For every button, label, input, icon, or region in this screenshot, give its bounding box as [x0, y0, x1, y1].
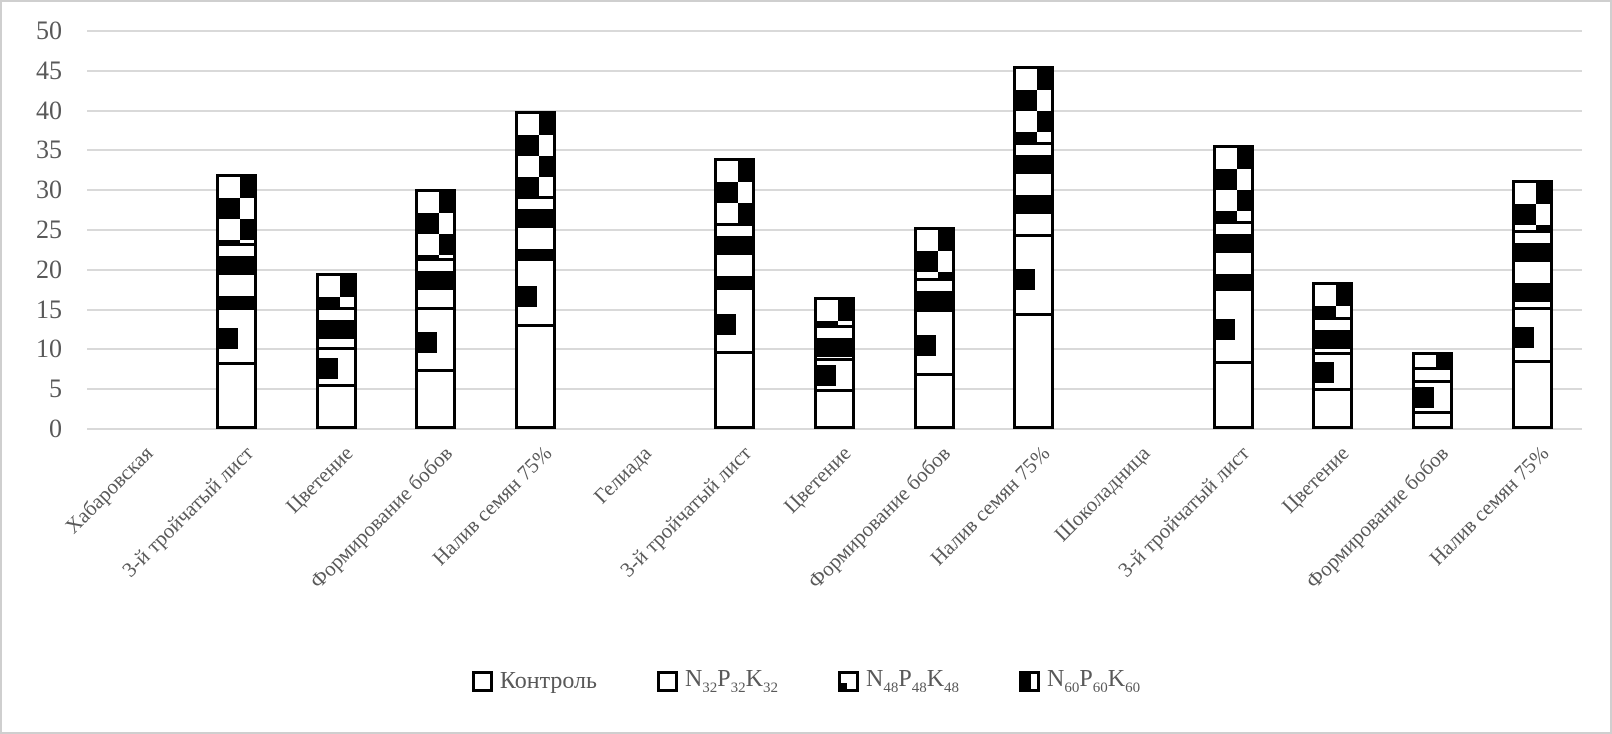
bar-segment-n32 [1514, 307, 1550, 360]
bar-segment-n32 [817, 357, 852, 390]
stacked-bar-slot-2 [216, 174, 257, 429]
bar-segment-n60 [1016, 69, 1052, 142]
gridline [87, 149, 1582, 152]
x-tick-label: Цветение [778, 441, 856, 518]
y-tick-label: 15 [36, 294, 62, 324]
legend: Контроль N32P32K32 N48P48K48 N60P60K60 [2, 666, 1610, 697]
gridline [87, 229, 1582, 231]
x-tick-label: Гелиада [589, 441, 657, 509]
stacked-bar-slot-4 [415, 188, 457, 429]
bar-segment-n48 [916, 278, 952, 309]
bar-segment-n48 [518, 195, 553, 259]
legend-item-control: Контроль [471, 667, 597, 695]
bar-segment-n32 [1016, 234, 1052, 314]
bar-segment-n32 [1315, 351, 1351, 388]
bar-segment-n32 [418, 307, 454, 370]
bar-segment-control [518, 324, 553, 426]
stacked-bar-slot-9 [913, 226, 955, 429]
legend-item-n32: N32P32K32 [656, 666, 778, 697]
y-tick-label: 40 [36, 95, 62, 125]
bar-segment-n60 [219, 177, 254, 244]
x-tick-label: Цветение [1277, 441, 1354, 518]
stacked-bar-slot-10 [1013, 66, 1055, 429]
bar-segment-n48 [817, 324, 852, 358]
gridline [87, 109, 1582, 112]
bar-segment-control [916, 372, 952, 426]
stacked-bar-slot-13 [1312, 281, 1354, 429]
legend-swatch-n32 [656, 670, 678, 692]
y-tick-label: 45 [36, 55, 62, 85]
y-tick-label: 30 [36, 175, 62, 205]
bar-segment-n32 [518, 258, 553, 325]
bar-segment-n32 [916, 308, 952, 373]
y-tick-label: 10 [36, 334, 62, 364]
bar-segment-n32 [1215, 288, 1251, 361]
stacked-bar-slot-3 [315, 272, 357, 429]
bar-segment-n48 [1415, 367, 1450, 381]
bar-segment-control [219, 362, 254, 426]
bar-segment-control [717, 351, 753, 426]
bar-segment-n60 [1415, 354, 1450, 368]
x-tick-label: Хабаровская [60, 441, 158, 539]
bar-segment-n48 [219, 243, 254, 308]
bar-segment-control [1415, 410, 1450, 426]
legend-label-control: Контроль [499, 667, 597, 694]
bar-segment-n32 [1415, 380, 1450, 411]
y-tick-label: 35 [36, 135, 62, 165]
bar-segment-n60 [1514, 182, 1550, 231]
stacked-bar-slot-7 [714, 157, 756, 429]
stacked-bar-slot-14 [1412, 351, 1453, 429]
legend-item-n48: N48P48K48 [838, 666, 959, 697]
bar-segment-control [1215, 360, 1251, 426]
gridline [87, 268, 1582, 271]
legend-label-n32: N32P32K32 [684, 666, 778, 696]
y-tick-label: 25 [36, 215, 62, 244]
bar-segment-control [318, 383, 354, 426]
x-tick-label: Цветение [280, 441, 358, 518]
bar-segment-n60 [1215, 147, 1251, 222]
bar-segment-n48 [418, 258, 454, 308]
bar-segment-n48 [1016, 141, 1052, 235]
x-tick-label: Шоколадница [1049, 441, 1155, 547]
legend-label-n60: N60P60K60 [1047, 666, 1141, 696]
bar-segment-n60 [916, 229, 952, 279]
bar-segment-n32 [219, 307, 254, 363]
bar-segment-control [1016, 313, 1052, 426]
bar-segment-control [1514, 359, 1550, 426]
legend-item-n60: N60P60K60 [1019, 666, 1140, 697]
bar-segment-n60 [518, 113, 553, 196]
bar-segment-control [418, 369, 454, 426]
bar-segment-n48 [1514, 230, 1550, 308]
gridline [87, 69, 1582, 72]
bar-segment-n60 [1315, 284, 1351, 317]
bar-segment-n60 [817, 299, 852, 325]
stacked-bar-slot-5 [515, 110, 556, 429]
stacked-bar-slot-15 [1511, 179, 1553, 429]
y-tick-label: 0 [49, 414, 62, 443]
bar-segment-n60 [318, 275, 354, 308]
bar-segment-n60 [418, 191, 454, 259]
bar-segment-n48 [1315, 316, 1351, 352]
bar-segment-control [1315, 387, 1351, 426]
gridline [87, 428, 1582, 430]
legend-swatch-n48 [838, 670, 859, 692]
gridline [87, 189, 1582, 192]
bar-segment-n48 [318, 307, 354, 348]
bar-segment-control [817, 389, 852, 426]
legend-swatch-n60 [1019, 670, 1041, 692]
bar-segment-n48 [1215, 221, 1251, 289]
legend-label-n48: N48P48K48 [866, 666, 960, 696]
bar-segment-n32 [318, 347, 354, 384]
y-tick-label: 20 [36, 254, 62, 284]
stacked-bar-slot-12 [1212, 144, 1254, 429]
legend-swatch-control [471, 670, 493, 692]
bar-segment-n60 [717, 160, 753, 223]
y-tick-label: 50 [36, 16, 62, 45]
stacked-bar-slot-8 [814, 296, 855, 429]
gridline [87, 30, 1582, 32]
bar-segment-n32 [717, 287, 753, 352]
bar-segment-n48 [717, 222, 753, 288]
y-tick-label: 5 [49, 374, 62, 404]
